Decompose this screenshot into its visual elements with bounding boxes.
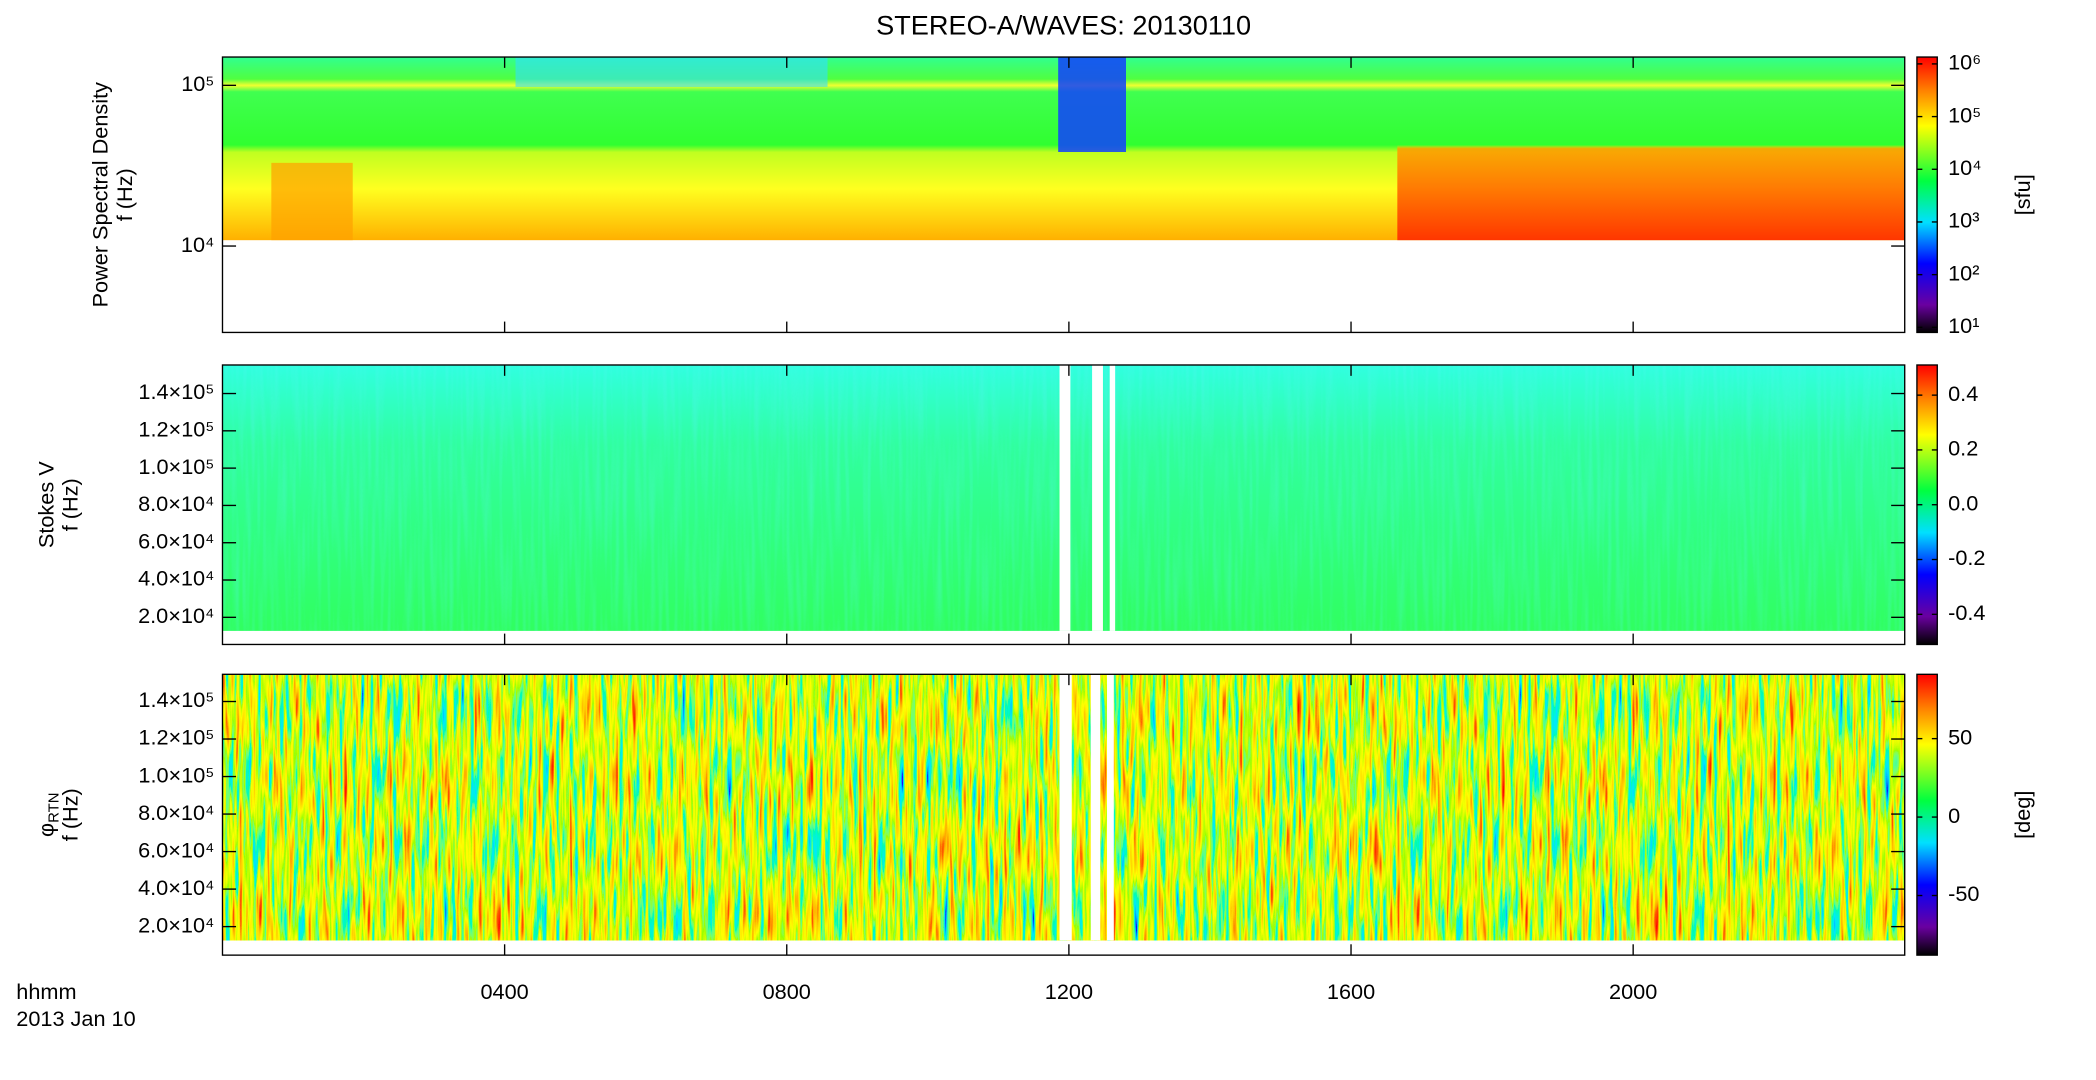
y-axis-unit: f (Hz) [112,168,137,221]
colorbar-tick-label: -0.2 [1948,545,1985,570]
y-axis-label-text: Power Spectral Density [87,82,112,308]
plot-frame [221,56,1906,334]
plot-frame [221,364,1906,646]
y-tick-label: 2.0×10⁴ [138,912,214,937]
y-tick-label: 6.0×10⁴ [138,528,214,553]
colorbar-tick-label: 0.0 [1948,490,1978,515]
y-tick-label: 1.2×10⁵ [138,725,214,750]
x-tick-label: 2000 [1609,979,1657,1004]
x-tick-label: 1200 [1045,979,1093,1004]
y-axis-label-subscript: RTN [45,792,62,822]
y-axis-label-text: Stokes V [33,461,58,548]
x-tick-label: 0800 [763,979,811,1004]
y-tick-label: 1.2×10⁵ [138,417,214,442]
y-tick-label: 2.0×10⁴ [138,603,214,628]
y-tick-label: 1.0×10⁵ [138,762,214,787]
y-axis-unit: f (Hz) [58,788,83,841]
colorbar-tick-label: 10⁶ [1948,50,1981,75]
colorbar [1916,56,1938,334]
y-tick-label: 1.4×10⁵ [138,687,214,712]
x-tick-label: 0400 [480,979,528,1004]
colorbar-tick-label: 0 [1948,803,1960,828]
colorbar-tick-label: 10² [1948,260,1979,285]
y-axis-label: Stokes V [33,461,58,548]
y-axis-unit: f (Hz) [58,478,83,531]
y-tick-label: 4.0×10⁴ [138,875,214,900]
colorbar-tick-label: 0.2 [1948,436,1978,461]
colorbar-tick-label: -0.4 [1948,600,1985,625]
chart-title: STEREO-A/WAVES: 20130110 [876,9,1251,40]
y-tick-label: 6.0×10⁴ [138,837,214,862]
y-tick-label: 1.4×10⁵ [138,379,214,404]
colorbar-tick-label: 10⁵ [1948,102,1981,127]
colorbar-tick-label: 50 [1948,724,1972,749]
y-axis-label: φRTN [33,792,62,836]
colorbar-tick-label: 10¹ [1948,313,1979,338]
y-tick-label: 8.0×10⁴ [138,491,214,516]
colorbar-label: [sfu] [2010,174,2035,215]
y-axis-label: Power Spectral Density [87,82,112,308]
colorbar [1916,673,1938,956]
y-tick-label: 10⁵ [181,71,214,96]
y-tick-label: 1.0×10⁵ [138,454,214,479]
y-axis-label-text: φ [33,823,58,837]
y-tick-label: 10⁴ [181,232,214,257]
x-tick-label: 1600 [1327,979,1375,1004]
spectrogram-image [222,57,1905,941]
colorbar-tick-label: 10⁴ [1948,155,1981,180]
y-tick-label: 8.0×10⁴ [138,800,214,825]
colorbar-tick-label: 10³ [1948,208,1979,233]
colorbar-tick-label: -50 [1948,881,1979,906]
colorbar-tick-label: 0.4 [1948,381,1978,406]
x-axis-label: hhmm [16,979,76,1004]
y-tick-label: 4.0×10⁴ [138,566,214,591]
colorbar-label: [deg] [2010,791,2035,839]
x-axis-date: 2013 Jan 10 [16,1006,135,1031]
